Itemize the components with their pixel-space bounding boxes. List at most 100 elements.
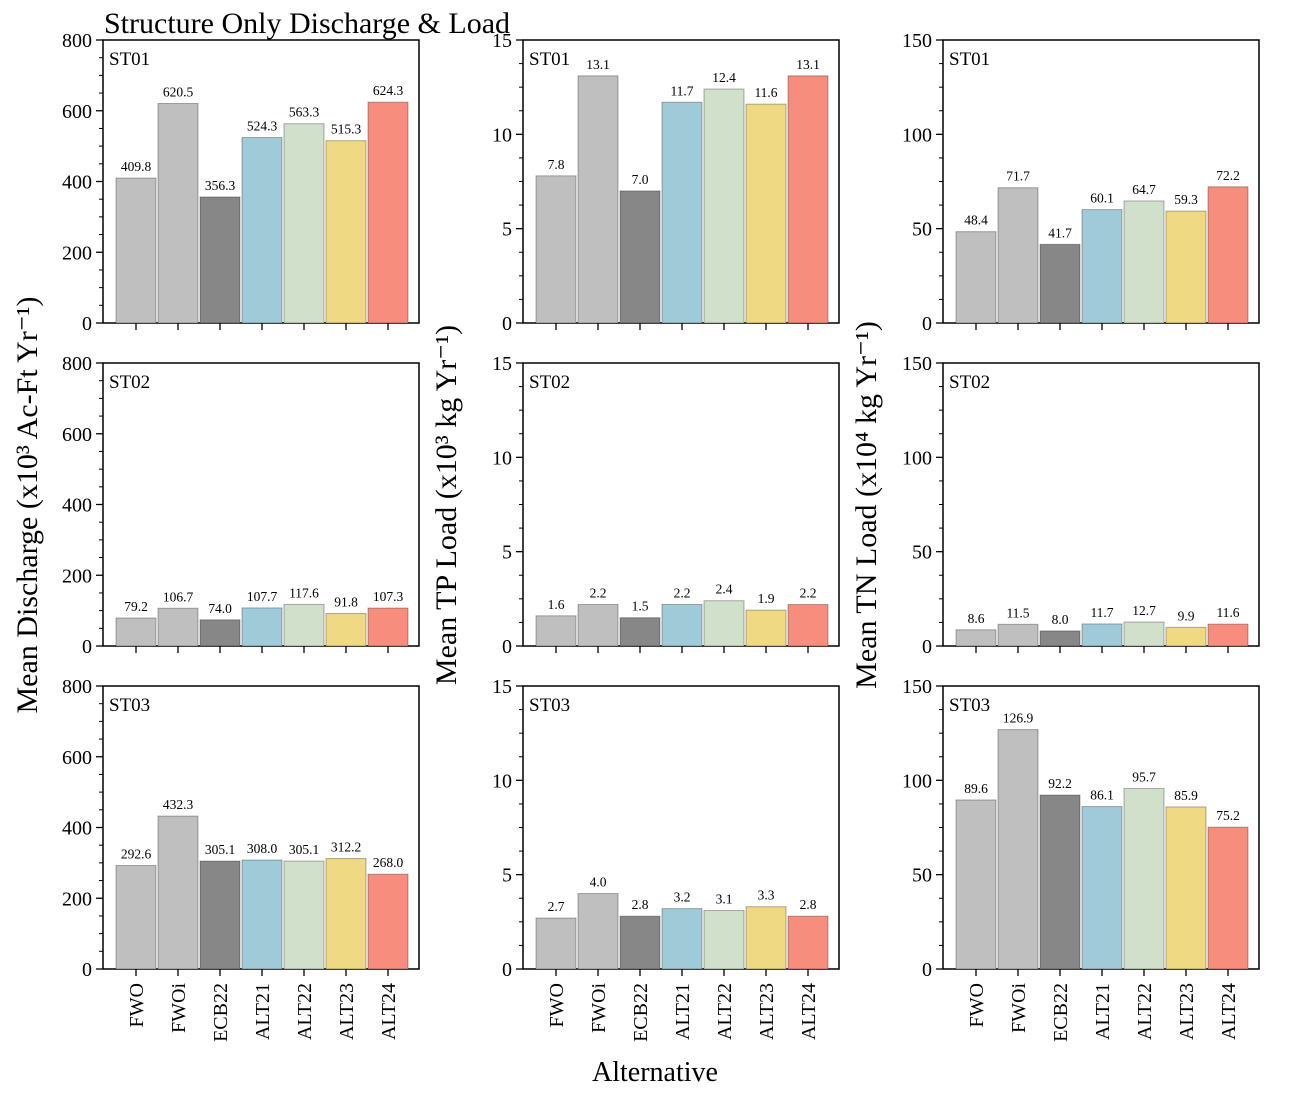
data-label: 95.7	[1132, 769, 1156, 784]
bar-st03-tp-fwoi	[577, 893, 619, 970]
y-axis-label-discharge: Mean Discharge (x10³ Ac-Ft Yr⁻¹)	[11, 296, 44, 713]
data-label: 3.1	[716, 892, 733, 907]
category-label: ALT22	[1134, 983, 1156, 1040]
bar-st01-discharge-ecb22	[199, 196, 241, 324]
bar-st01-tn-fwo	[955, 231, 997, 324]
category-label: ALT24	[1218, 983, 1240, 1040]
panel-st01-discharge: 0 200 400 600 800 409.8 620.5 356.3 524.3 563.3 51…	[62, 30, 420, 335]
y-tick-label: 200	[62, 888, 92, 910]
data-label: 1.5	[632, 599, 649, 614]
data-label: 75.2	[1216, 808, 1240, 823]
panel-st01-tp: 0 5 10 15 7.8 13.1 7.0 11.7 12.4 11.6 13.1 ST01	[492, 30, 840, 335]
figure-title: Structure Only Discharge & Load	[104, 7, 510, 40]
data-label: 409.8	[121, 159, 152, 174]
panel-label: ST03	[109, 695, 150, 716]
data-label: 72.2	[1216, 168, 1240, 183]
panel-label: ST01	[109, 49, 150, 70]
data-label: 59.3	[1174, 192, 1198, 207]
y-tick-label: 600	[62, 747, 92, 769]
bar-st03-tn-fwoi	[997, 729, 1039, 970]
category-label: FWO	[966, 983, 988, 1027]
panel-st02-discharge: 0 200 400 600 800 79.2 106.7 74.0 107.7 117.6 91.8…	[62, 353, 420, 658]
bar-st03-discharge-fwo	[115, 864, 157, 970]
data-label: 107.3	[373, 589, 404, 604]
data-label: 11.6	[1216, 605, 1239, 620]
bar-st02-tn-fwoi	[997, 623, 1039, 647]
data-label: 3.2	[674, 890, 691, 905]
y-tick-label: 0	[82, 313, 92, 335]
data-label: 624.3	[373, 83, 404, 98]
y-tick-label: 150	[902, 30, 932, 52]
bar-st03-tn-alt24	[1207, 826, 1249, 970]
y-tick-label: 10	[492, 447, 512, 469]
bar-st03-tp-ecb22	[619, 915, 661, 970]
panel-label: ST03	[529, 695, 570, 716]
data-label: 356.3	[205, 178, 236, 193]
panel-label: ST02	[109, 372, 150, 393]
bar-st03-discharge-alt24	[367, 873, 409, 970]
y-tick-label: 0	[82, 959, 92, 981]
y-tick-label: 0	[502, 959, 512, 981]
x-axis-label: Alternative	[592, 1057, 718, 1088]
bar-st01-tn-alt23	[1165, 210, 1207, 324]
y-tick-label: 200	[62, 242, 92, 264]
bar-st03-tp-alt22	[703, 910, 745, 970]
bar-st02-discharge-fwo	[115, 617, 157, 647]
y-tick-label: 5	[502, 219, 512, 241]
data-label: 11.7	[1090, 605, 1113, 620]
category-label: FWO	[546, 983, 568, 1027]
category-label: FWO	[126, 983, 148, 1027]
data-label: 515.3	[331, 122, 362, 137]
data-label: 79.2	[124, 599, 148, 614]
bar-st02-tp-alt24	[787, 603, 829, 647]
y-tick-label: 200	[62, 565, 92, 587]
y-tick-label: 0	[82, 636, 92, 658]
data-label: 107.7	[247, 589, 278, 604]
data-label: 432.3	[163, 797, 194, 812]
bar-st02-discharge-alt24	[367, 607, 409, 647]
panel-label: ST01	[529, 49, 570, 70]
panel-st02-tp: 0 5 10 15 1.6 2.2 1.5 2.2 2.4 1.9 2.2 ST02	[492, 353, 840, 658]
category-label: ECB22	[630, 983, 652, 1042]
y-tick-label: 150	[902, 353, 932, 375]
bar-st01-tp-alt23	[745, 103, 787, 324]
category-label: ALT21	[1092, 983, 1114, 1040]
category-label: ALT21	[672, 983, 694, 1040]
data-label: 8.0	[1052, 612, 1069, 627]
bar-st01-tp-alt21	[661, 101, 703, 324]
bar-st02-tp-alt23	[745, 609, 787, 647]
bar-st01-discharge-alt22	[283, 123, 325, 324]
data-label: 7.8	[548, 157, 565, 172]
bar-st02-discharge-alt23	[325, 613, 367, 647]
bar-st02-tn-alt22	[1123, 621, 1165, 647]
panel-label: ST02	[529, 372, 570, 393]
data-label: 117.6	[289, 585, 319, 600]
y-tick-label: 10	[492, 124, 512, 146]
bar-st01-tp-alt22	[703, 88, 745, 324]
bar-st03-tn-fwo	[955, 799, 997, 970]
bar-st02-tn-alt23	[1165, 626, 1207, 647]
category-label: ECB22	[1050, 983, 1072, 1042]
y-tick-label: 0	[922, 636, 932, 658]
y-tick-label: 400	[62, 818, 92, 840]
bar-st02-tn-alt21	[1081, 623, 1123, 647]
data-label: 60.1	[1090, 191, 1114, 206]
data-label: 126.9	[1003, 711, 1034, 726]
data-label: 41.7	[1048, 225, 1072, 240]
bar-st03-discharge-alt23	[325, 858, 367, 970]
data-label: 86.1	[1090, 788, 1114, 803]
bar-st03-discharge-alt22	[283, 860, 325, 970]
bar-st02-tp-fwoi	[577, 603, 619, 647]
data-label: 9.9	[1178, 608, 1195, 623]
bar-st01-tp-alt24	[787, 75, 829, 324]
bar-st01-discharge-alt23	[325, 140, 367, 324]
y-axis-label-tp: Mean TP Load (x10³ kg Yr⁻¹)	[430, 325, 463, 685]
bar-st01-tp-fwoi	[577, 75, 619, 324]
panel-label: ST02	[949, 372, 990, 393]
category-label: FWOi	[588, 983, 610, 1033]
data-label: 1.6	[548, 597, 565, 612]
bar-st03-discharge-alt21	[241, 859, 283, 970]
bar-st03-tp-alt24	[787, 915, 829, 970]
category-label: ALT23	[1176, 983, 1198, 1040]
bar-st02-tp-alt21	[661, 603, 703, 647]
